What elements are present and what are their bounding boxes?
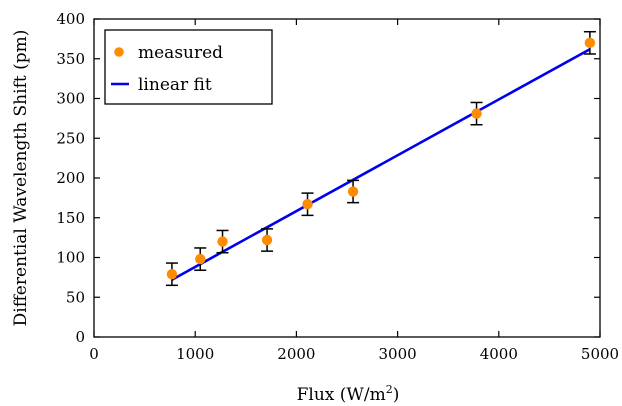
data-point xyxy=(347,179,360,204)
point-marker xyxy=(166,268,178,280)
point-marker xyxy=(584,37,596,49)
axes: 0 1000 2000 3000 4000 5000 0 50 100 150 200 250 300 3… xyxy=(56,10,619,363)
legend-box xyxy=(104,29,273,105)
data-point xyxy=(165,262,178,287)
data-point xyxy=(194,247,207,271)
point-marker xyxy=(217,236,228,247)
y-tick-label: 150 xyxy=(56,209,85,227)
x-tick-label: 1000 xyxy=(176,345,214,363)
legend-label-linear-fit: linear fit xyxy=(138,75,212,95)
point-marker xyxy=(195,253,206,265)
data-point xyxy=(301,192,314,217)
point-marker xyxy=(261,234,273,246)
data-point xyxy=(216,229,229,254)
y-tick-label: 0 xyxy=(75,328,85,346)
legend-marker-measured xyxy=(114,47,124,57)
y-tick-label: 400 xyxy=(56,10,85,28)
data-point xyxy=(261,228,274,252)
y-tick-label: 300 xyxy=(56,90,85,108)
legend: measured linear fit xyxy=(104,29,273,105)
y-tick-label: 50 xyxy=(66,288,85,306)
fit-line xyxy=(171,48,591,281)
y-tick-label: 200 xyxy=(56,169,85,187)
plot-area xyxy=(165,30,596,287)
point-marker xyxy=(347,186,359,197)
point-marker xyxy=(302,199,313,210)
point-marker xyxy=(471,108,482,119)
x-tick-label: 3000 xyxy=(379,345,417,363)
x-tick-label: 5000 xyxy=(581,345,619,363)
x-tick-label: 4000 xyxy=(480,345,518,363)
x-tick-label: 0 xyxy=(89,345,99,363)
legend-label-measured: measured xyxy=(138,43,223,63)
data-point xyxy=(583,30,596,55)
data-point xyxy=(470,101,483,126)
x-tick-label: 2000 xyxy=(277,345,315,363)
y-tick-label: 100 xyxy=(56,249,85,267)
y-tick-label: 350 xyxy=(56,50,85,68)
y-tick-label: 250 xyxy=(56,129,85,147)
x-axis-title: Flux (W/m2) xyxy=(297,383,400,405)
y-axis-title: Differential Wavelength Shift (pm) xyxy=(11,30,31,327)
